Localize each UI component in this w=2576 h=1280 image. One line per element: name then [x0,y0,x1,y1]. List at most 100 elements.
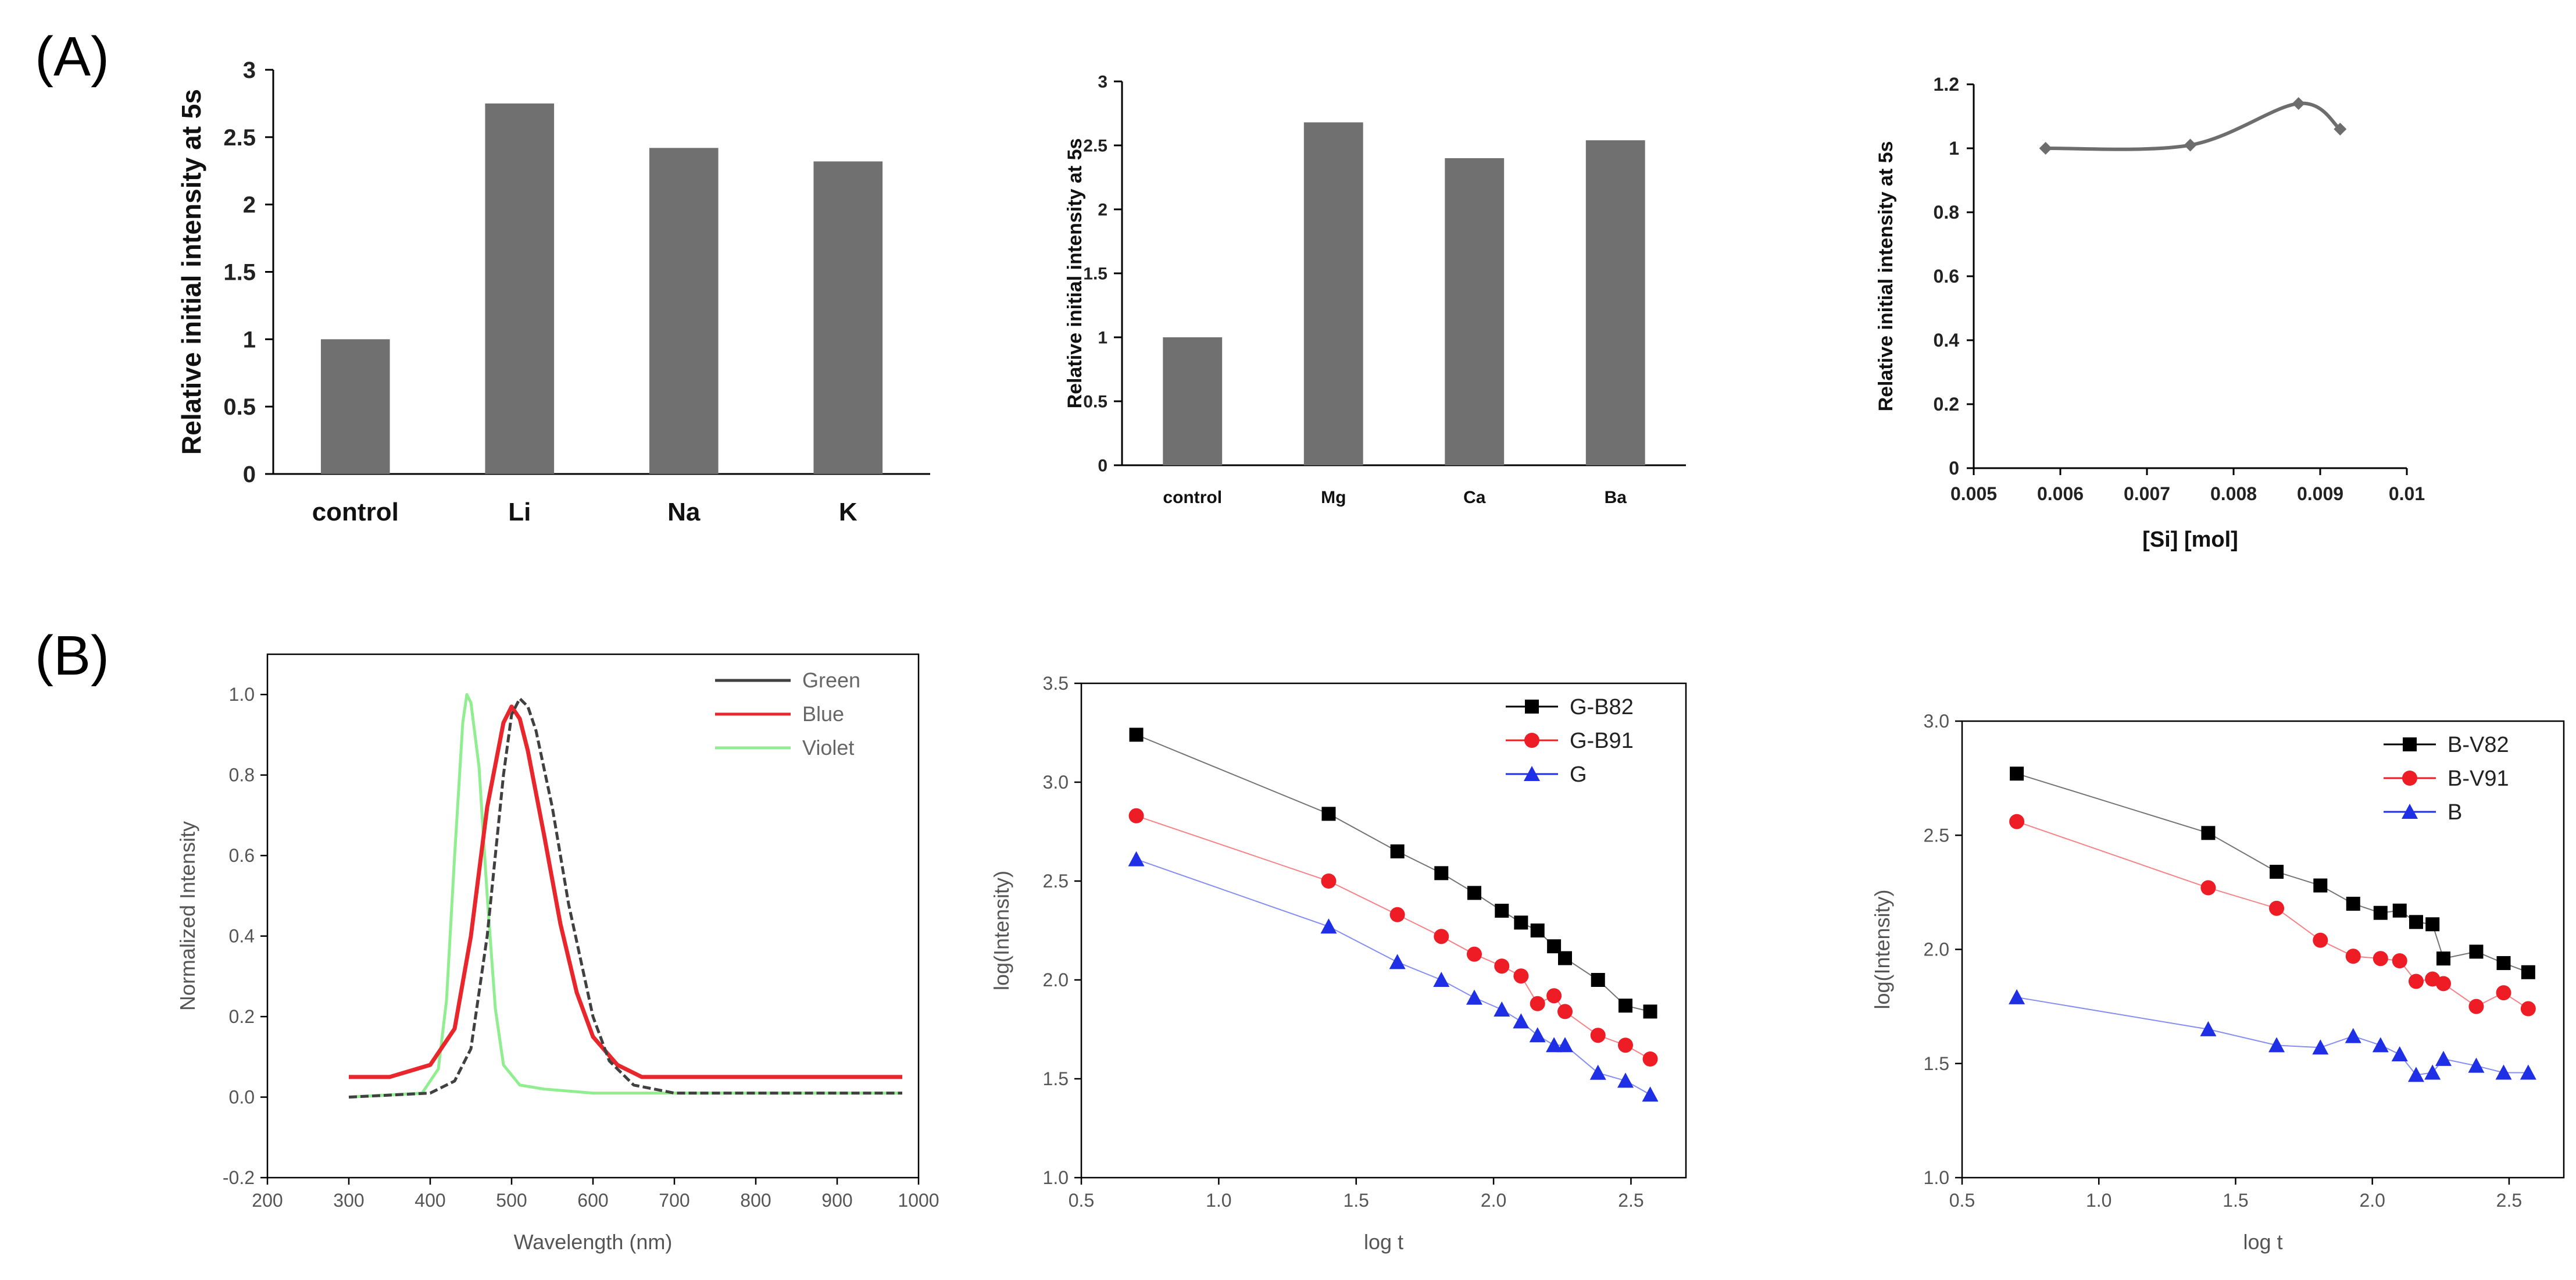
data-point-b [2407,1067,2424,1082]
data-point-b-v91 [2436,976,2451,992]
x-tick-label: 1.0 [1206,1190,1231,1211]
y-tick-label: 1.5 [1924,1053,1949,1074]
legend-marker-b-v82 [2403,737,2417,751]
data-point-g-b82 [1321,807,1336,821]
legend-label-g-b91: G-B91 [1570,729,1634,753]
x-tick-label: 2.5 [2496,1190,2522,1211]
x-tick-label: 800 [740,1190,771,1211]
legend-marker-b [2402,804,2418,819]
plot-frame [266,653,920,1179]
data-point-g [1494,1001,1510,1017]
panel-label-b: (B) [35,625,109,687]
category-label: Ba [1605,488,1627,507]
data-point-g-b91 [1389,907,1405,922]
data-point-g-b91 [1590,1028,1606,1043]
data-point-b-v91 [2373,951,2388,967]
legend-label-green: Green [802,668,860,692]
x-tick-label: 0.006 [2037,483,2084,504]
y-tick-label: 3.0 [1924,711,1949,732]
bar-control [320,339,390,474]
y-tick-label: 1 [1098,329,1107,348]
series-line-violet [348,693,902,1099]
y-axis-title: log(Intensity) [989,871,1013,990]
chart-a2-alkaline-earth-bars: 0 0.5 1 1.5 2 2.5 3 control Mg Ca Ba Relative initi… [1064,73,1686,507]
chart-a3-silicon-line: 0 0.2 0.4 0.6 0.8 1 1.2 0.005 0.006 0.007 0.008 0.0… [1875,74,2425,552]
series-line-b [2016,996,2528,1076]
data-point-g-b82 [1514,915,1528,930]
y-axis-title: Relative initial intensity at 5s [1875,141,1897,412]
y-tick-label: 3 [243,58,256,83]
data-point-b-v91 [2009,814,2025,829]
y-tick-label: 2.5 [223,125,256,151]
x-tick-label: 600 [577,1190,608,1211]
data-point-diamond [2334,123,2347,136]
data-point-b-v82 [2373,905,2388,920]
legend-label-violet: Violet [802,736,854,760]
x-tick-label: 0.5 [1949,1190,1975,1211]
legend-label-blue: Blue [802,702,844,726]
category-label: control [1163,488,1222,507]
category-label: K [839,498,858,526]
data-point-g-b91 [1494,958,1510,974]
x-tick-label: 0.007 [2124,483,2170,504]
y-axis-title: Relative initial intensity at 5s [1064,138,1086,409]
y-tick-label: 3.5 [1043,673,1069,694]
y-axis-title: Normalized Intensity [176,821,199,1011]
y-tick-label: 1 [243,327,256,352]
data-point-b [2200,1021,2217,1036]
data-point-b-v82 [2521,965,2535,979]
y-tick-label: 1.0 [229,684,255,705]
y-tick-label: 0 [1098,457,1107,476]
x-tick-label: 700 [659,1190,689,1211]
data-point-b [2391,1046,2408,1062]
data-point-b [2009,989,2025,1004]
data-point-g [1128,851,1145,867]
x-tick-label: 2.5 [1618,1190,1644,1211]
y-tick-label: 1.5 [1083,265,1107,284]
x-tick-label: 1.5 [1343,1190,1369,1211]
x-tick-label: 400 [415,1190,445,1211]
data-point-b [2468,1057,2485,1073]
data-point-b-v82 [2436,951,2450,966]
data-point-g [1320,918,1337,934]
data-point-b-v91 [2345,949,2361,964]
x-tick-label: 900 [821,1190,852,1211]
y-tick-label: 0 [1949,458,1959,479]
data-point-b [2424,1064,2441,1080]
y-tick-label: 2.5 [1924,825,1949,846]
data-point-b-v82 [2010,766,2024,781]
y-tick-label: 0.0 [229,1087,255,1108]
data-point-b-v91 [2468,999,2484,1014]
panel-label-a: (A) [35,26,109,88]
data-point-g-b82 [1434,866,1449,880]
series-line-b-v91 [2016,821,2529,1010]
data-point-b-v91 [2520,1001,2536,1017]
y-tick-label: 2.5 [1083,137,1107,156]
y-tick-label: 2 [243,192,256,218]
x-tick-label: 500 [496,1190,527,1211]
data-point-b [2495,1064,2512,1080]
y-tick-label: 0.6 [1934,266,1959,287]
y-tick-label: 1 [1949,138,1959,159]
data-point-b [2520,1064,2536,1080]
y-tick-label: 0.8 [1934,202,1959,223]
data-point-diamond [2184,138,2197,152]
x-tick-label: 1.5 [2223,1190,2248,1211]
y-tick-label: 1.5 [223,260,256,286]
data-point-g-b82 [1591,973,1605,987]
y-tick-label: 0.4 [229,926,255,947]
category-label: Mg [1321,488,1346,507]
data-point-diamond [2039,142,2052,155]
series-line [2045,101,2342,151]
series-line-blue [349,704,902,1079]
data-point-g [1642,1086,1659,1102]
data-point-b [2435,1050,2452,1066]
x-tick-label: 0.01 [2389,483,2425,504]
y-tick-label: -0.2 [223,1167,255,1188]
legend-marker-g-b91 [1524,733,1539,748]
category-label: Na [667,498,701,526]
data-point-g-b91 [1642,1051,1658,1067]
x-axis-title: log t [2243,1230,2282,1254]
data-point-g [1557,1037,1573,1053]
